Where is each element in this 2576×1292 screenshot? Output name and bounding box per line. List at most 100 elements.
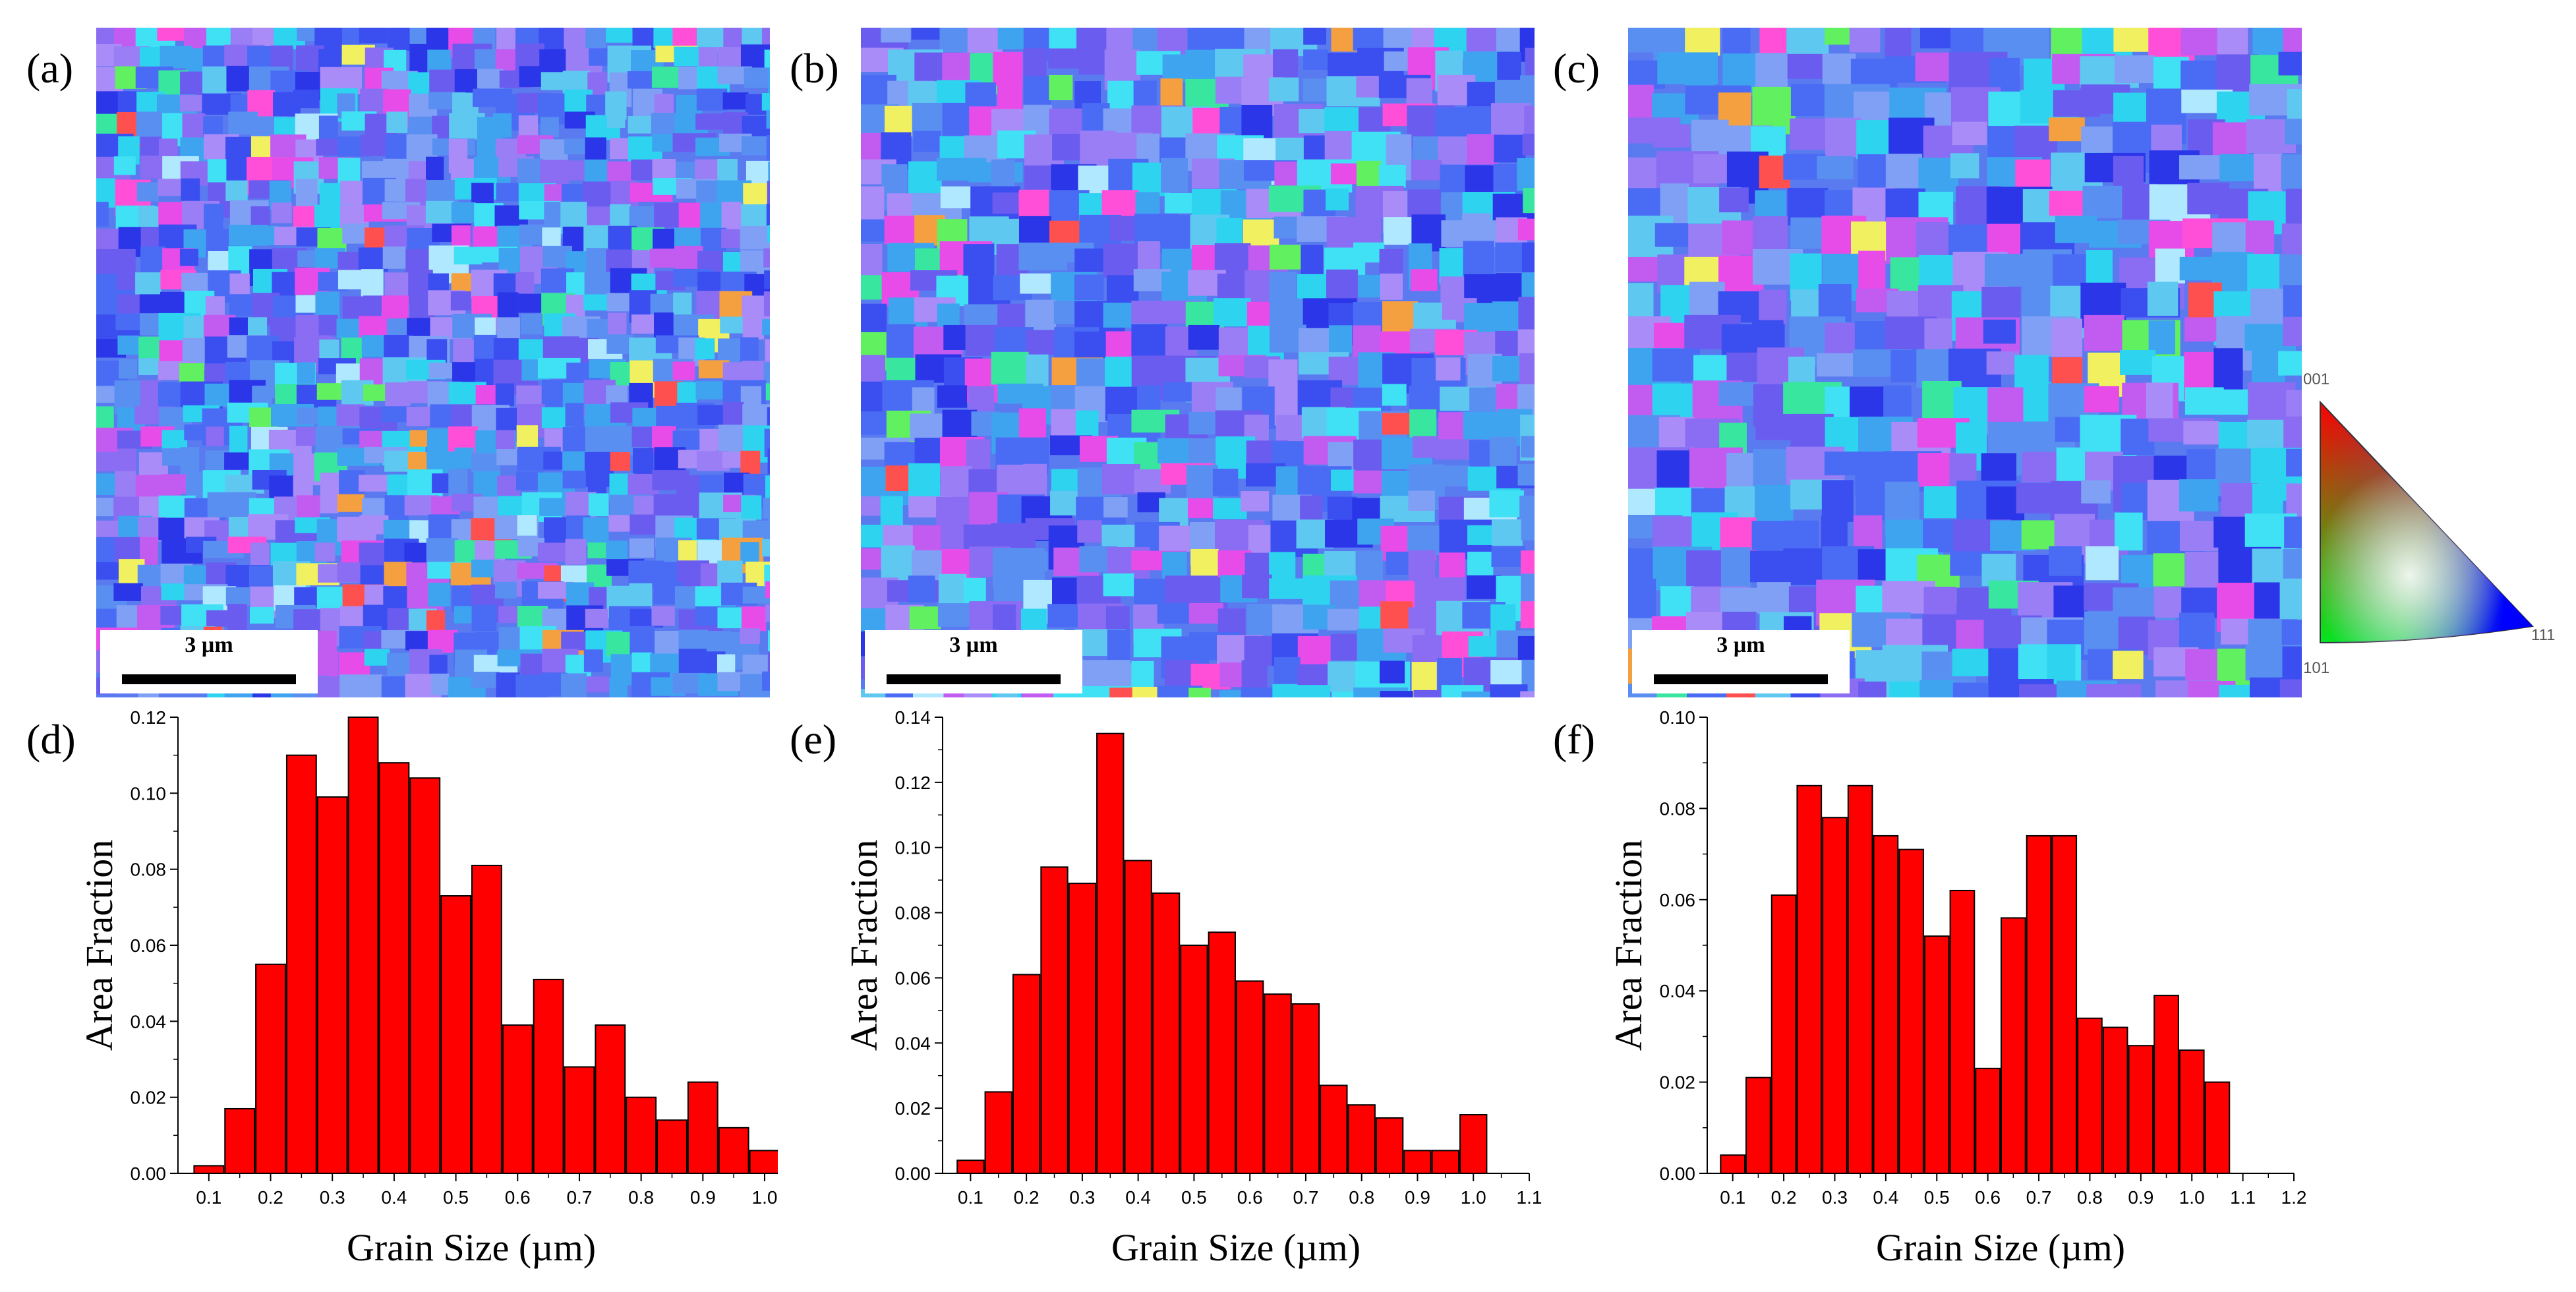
scale-bar-a-line [122,674,296,684]
x-tick-label-d-7: 0.8 [628,1187,654,1208]
bar-f-6 [1873,835,1899,1175]
x-tick-label-f-8: 0.9 [2128,1187,2153,1208]
bar-f-3 [1796,784,1823,1175]
y-tick-label-f-1: 0.02 [1660,1072,1696,1093]
ipf-label-001: 001 [2303,370,2330,388]
bar-d-0 [193,1165,225,1175]
bar-d-12 [564,1066,595,1174]
bar-d-18 [749,1150,778,1175]
x-tick-label-d-1: 0.2 [258,1187,283,1208]
bar-d-11 [533,978,564,1174]
x-tick-label-e-9: 1.0 [1461,1187,1486,1208]
bar-d-9 [471,864,502,1174]
bar-e-4 [1068,883,1097,1174]
bar-e-6 [1124,860,1152,1174]
bar-d-10 [502,1024,533,1174]
y-tick-label-e-4: 0.08 [895,903,931,924]
bar-f-15 [2102,1026,2128,1174]
x-tick-label-d-5: 0.6 [505,1187,531,1208]
bar-f-17 [2153,995,2179,1174]
y-tick-label-e-2: 0.04 [895,1033,931,1053]
x-tick-label-f-10: 1.1 [2230,1187,2256,1208]
bar-f-7 [1898,848,1924,1174]
bar-d-7 [409,777,441,1175]
y-tick-label-e-7: 0.14 [895,707,931,728]
y-tick-label-d-0: 0.00 [131,1163,167,1184]
y-tick-label-f-2: 0.04 [1660,981,1696,1001]
y-tick-label-d-4: 0.08 [131,860,167,880]
bar-e-7 [1152,892,1181,1174]
bar-f-9 [1949,889,1976,1174]
bar-f-16 [2128,1045,2154,1174]
y-tick-label-e-0: 0.00 [895,1163,931,1184]
x-tick-label-f-6: 0.7 [2026,1187,2052,1208]
x-tick-label-e-0: 0.1 [958,1187,983,1208]
y-tick-label-d-3: 0.06 [131,935,167,956]
x-tick-label-d-6: 0.7 [566,1187,592,1208]
x-tick-label-d-8: 0.9 [690,1187,716,1208]
bar-e-0 [956,1160,985,1175]
bar-d-4 [316,796,348,1175]
x-tick-label-e-3: 0.4 [1125,1187,1151,1208]
bar-f-4 [1822,817,1848,1175]
bar-d-14 [626,1096,657,1175]
y-tick-label-e-3: 0.06 [895,968,931,988]
bar-e-1 [984,1091,1012,1175]
bar-e-2 [1012,974,1041,1174]
bar-e-12 [1291,1003,1320,1174]
ebsd-map-c-image [1628,28,2302,697]
bar-e-13 [1320,1084,1348,1174]
ebsd-map-c: 3 µm [1628,28,2302,697]
bar-f-14 [2077,1017,2103,1174]
bar-d-8 [440,895,472,1174]
y-tick-label-e-6: 0.12 [895,773,931,793]
ebsd-map-b-image [861,28,1535,697]
y-tick-label-f-4: 0.08 [1660,798,1696,819]
x-tick-label-e-5: 0.6 [1237,1187,1263,1208]
x-tick-label-d-9: 1.0 [752,1187,778,1208]
y-tick-label-d-1: 0.02 [131,1088,167,1108]
bar-f-1 [1745,1076,1771,1174]
x-tick-label-e-7: 0.8 [1349,1187,1374,1208]
y-tick-label-f-3: 0.06 [1660,890,1696,910]
bar-f-11 [2001,917,2026,1174]
bar-e-18 [1459,1114,1488,1174]
histogram-f: 0.1 0.2 0.3 0.4 0.5 0.6 0.7 0.8 0.9 1.0 1.1 1.2 0.00… [1608,707,2307,1269]
x-tick-label-f-1: 0.2 [1771,1187,1797,1208]
bar-e-10 [1236,980,1264,1174]
y-axis-label-e: Area Fraction [844,840,885,1051]
histogram-d: 0.1 0.2 0.3 0.4 0.5 0.6 0.7 0.8 0.9 1.0 0.00 0.02 0.… [79,707,778,1269]
ebsd-map-b: 3 µm [861,28,1535,697]
bar-d-17 [718,1127,749,1174]
y-tick-label-d-6: 0.12 [131,707,167,728]
bar-e-9 [1208,931,1236,1174]
panel-label-b: (b) [790,45,839,92]
histogram-e: 0.1 0.2 0.3 0.4 0.5 0.6 0.7 0.8 0.9 1.0 1.1 0.00 0.0… [844,707,1542,1269]
x-tick-label-d-2: 0.3 [320,1187,345,1208]
x-tick-label-f-4: 0.5 [1924,1187,1950,1208]
bar-e-8 [1180,945,1208,1174]
x-tick-label-d-3: 0.4 [381,1187,407,1208]
x-tick-label-e-2: 0.3 [1069,1187,1095,1208]
x-tick-label-f-11: 1.2 [2281,1187,2307,1208]
bar-e-5 [1096,732,1125,1174]
ipf-label-111: 111 [2531,626,2556,644]
scale-bar-a-label: 3 µm [185,633,233,657]
y-axis-label-f: Area Fraction [1608,840,1650,1051]
x-tick-label-f-2: 0.3 [1822,1187,1848,1208]
ipf-label-101: 101 [2303,659,2330,677]
ebsd-map-a-image [96,28,770,697]
x-tick-label-f-9: 1.0 [2179,1187,2205,1208]
panel-label-d: (d) [26,716,76,763]
bar-d-2 [255,963,286,1174]
scale-bar-b-line [887,674,1061,684]
ipf-color-key [2320,400,2534,644]
bar-d-13 [595,1024,626,1174]
x-tick-label-f-0: 0.1 [1720,1187,1745,1208]
y-tick-label-f-0: 0.00 [1660,1163,1696,1184]
scale-bar-b: 3 µm [865,630,1082,693]
scale-bar-c-line [1654,674,1828,684]
bar-f-0 [1720,1154,1746,1175]
y-tick-label-d-2: 0.04 [131,1011,167,1032]
scale-bar-a: 3 µm [100,630,318,693]
